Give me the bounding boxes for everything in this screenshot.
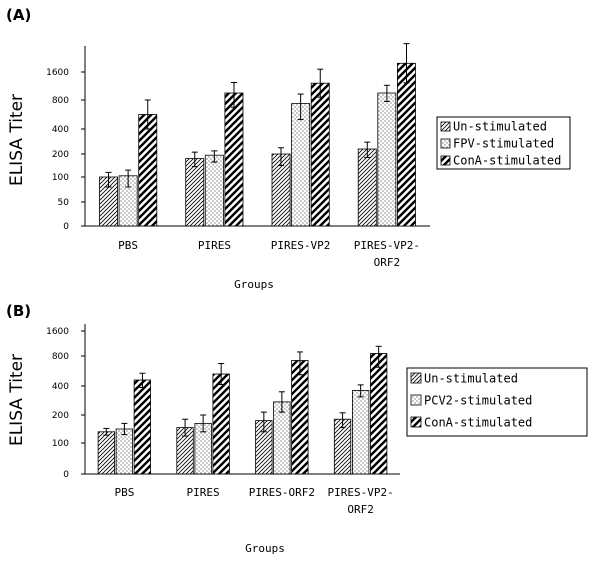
legend-entry: Un-stimulated bbox=[453, 120, 547, 134]
x-axis-label: Groups bbox=[234, 278, 274, 291]
bar-pcv2-stimulated-0 bbox=[115, 428, 133, 475]
x-category-label: ORF2 bbox=[374, 256, 401, 269]
y-tick-label: 400 bbox=[52, 382, 69, 392]
y-tick-label: 100 bbox=[52, 173, 69, 183]
bar-fpv-stimulated-3 bbox=[377, 92, 397, 227]
bar-fpv-stimulated-2 bbox=[291, 103, 311, 227]
x-category-label: PIRES-ORF2 bbox=[249, 486, 315, 499]
x-category-label: PIRES-VP2- bbox=[327, 486, 393, 499]
y-tick-label: 400 bbox=[52, 125, 69, 135]
bar-un-stimulated-3 bbox=[357, 148, 377, 227]
chart-panel-1: (B) ELISA Titer 0 100 200 400 800 1600 PBS PIRES P… bbox=[6, 302, 588, 555]
legend-frame bbox=[406, 367, 588, 437]
bar-cona-stimulated-3 bbox=[369, 353, 388, 475]
legend-entry: Un-stimulated bbox=[424, 372, 518, 386]
legend-entry: PCV2-stimulated bbox=[424, 394, 532, 408]
bar-cona-stimulated-3 bbox=[396, 62, 416, 227]
y-tick-label: 0 bbox=[63, 470, 69, 480]
legend-swatch bbox=[440, 121, 451, 132]
bar-cona-stimulated-0 bbox=[133, 379, 152, 475]
legend-swatch bbox=[410, 416, 422, 428]
bar-un-stimulated-0 bbox=[97, 431, 115, 475]
x-category-label: PBS bbox=[114, 486, 134, 499]
y-tick-label: 200 bbox=[52, 411, 69, 421]
legend-swatch bbox=[410, 372, 422, 384]
y-tick-label: 0 bbox=[63, 222, 69, 232]
legend-entry: FPV-stimulated bbox=[453, 137, 554, 151]
bar-cona-stimulated-1 bbox=[212, 373, 230, 475]
x-category-label: PIRES-VP2- bbox=[354, 239, 420, 252]
bar-cona-stimulated-2 bbox=[310, 82, 330, 227]
bar-pcv2-stimulated-2 bbox=[273, 401, 291, 475]
y-tick-label: 100 bbox=[52, 439, 69, 449]
bar-cona-stimulated-0 bbox=[138, 114, 158, 227]
bar-un-stimulated-1 bbox=[185, 158, 205, 227]
x-category-label: PBS bbox=[118, 239, 138, 252]
panel-letter: (B) bbox=[6, 302, 31, 320]
y-axis-label: ELISA Titer bbox=[7, 354, 27, 446]
legend-swatch bbox=[410, 394, 422, 406]
legend-entry: ConA-stimulated bbox=[453, 154, 561, 168]
chart-panel-0: (A) ELISA Titer 0 50 100 200 400 800 1600 PBS PIRE… bbox=[6, 6, 571, 291]
legend-entry: ConA-stimulated bbox=[424, 416, 532, 430]
legend-swatch bbox=[440, 155, 451, 166]
bar-cona-stimulated-1 bbox=[224, 92, 244, 227]
y-tick-label: 1600 bbox=[46, 68, 69, 78]
y-tick-label: 200 bbox=[52, 150, 69, 160]
x-category-label: PIRES bbox=[198, 239, 231, 252]
legend: Un-stimulated PCV2-stimulated ConA-stimula… bbox=[406, 367, 588, 437]
bar-fpv-stimulated-1 bbox=[204, 154, 224, 227]
y-tick-label: 800 bbox=[52, 96, 69, 106]
legend: Un-stimulated FPV-stimulated ConA-stimulat… bbox=[436, 116, 571, 170]
x-category-label: ORF2 bbox=[347, 503, 374, 516]
y-tick-label: 1600 bbox=[46, 327, 69, 337]
y-tick-label: 50 bbox=[58, 198, 70, 208]
x-category-label: PIRES bbox=[187, 486, 220, 499]
y-axis-label: ELISA Titer bbox=[7, 94, 27, 186]
panel-letter: (A) bbox=[6, 6, 31, 24]
bar-cona-stimulated-2 bbox=[291, 360, 309, 475]
legend-swatch bbox=[440, 138, 451, 149]
y-tick-label: 800 bbox=[52, 352, 69, 362]
bar-pcv2-stimulated-3 bbox=[351, 389, 370, 475]
legend-frame bbox=[436, 116, 571, 170]
x-axis-label: Groups bbox=[245, 542, 285, 555]
x-category-label: PIRES-VP2 bbox=[271, 239, 331, 252]
